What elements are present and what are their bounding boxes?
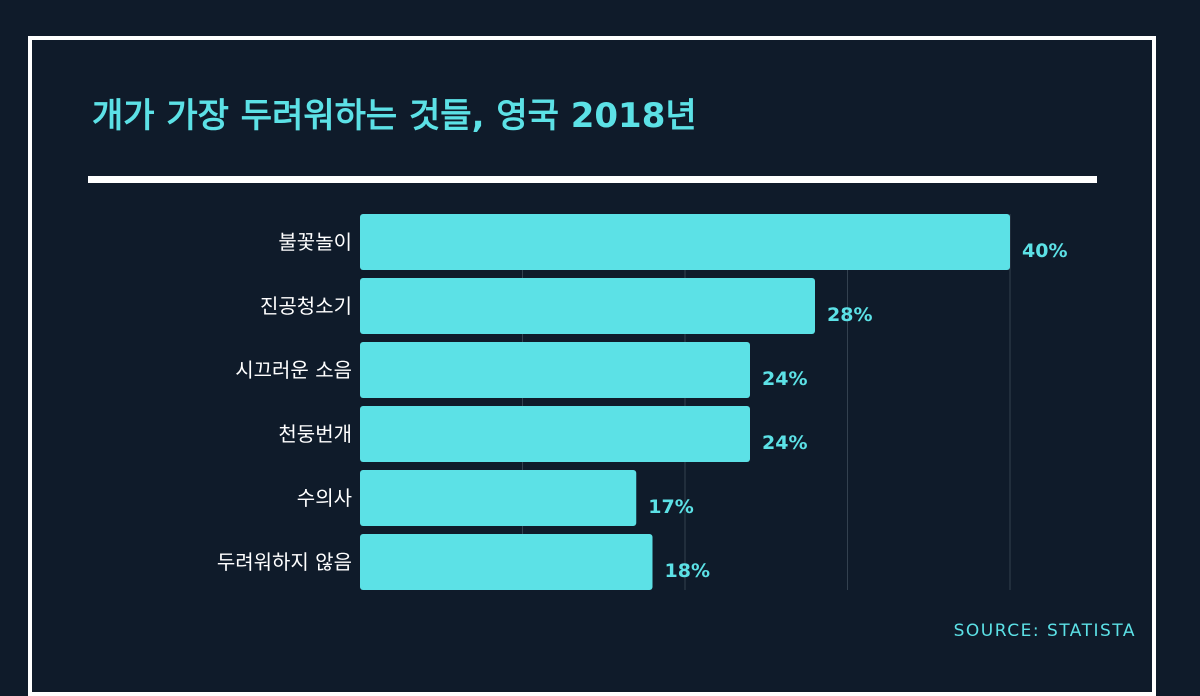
category-label-5: 두려워하지 않음 — [217, 550, 352, 574]
gridlines — [522, 214, 1011, 590]
category-label-3: 천둥번개 — [278, 422, 352, 446]
value-label-1: 28% — [827, 304, 872, 326]
category-label-2: 시끄러운 소음 — [235, 358, 352, 382]
category-label-4: 수의사 — [297, 486, 352, 510]
category-label-1: 진공청소기 — [260, 294, 352, 318]
value-labels: 40% 28% 24% 24% 17% 18% — [648, 240, 1067, 582]
chart-title: 개가 가장 두려워하는 것들, 영국 2018년 — [92, 96, 697, 136]
source-note: SOURCE: STATISTA — [953, 621, 1136, 641]
bar-1 — [360, 278, 815, 334]
value-label-0: 40% — [1022, 240, 1067, 262]
bar-3 — [360, 406, 750, 462]
value-label-4: 17% — [648, 496, 693, 518]
bars — [360, 214, 1010, 590]
bar-5 — [360, 534, 653, 590]
value-label-3: 24% — [762, 432, 807, 454]
value-label-2: 24% — [762, 368, 807, 390]
value-label-5: 18% — [665, 560, 710, 582]
category-label-0: 불꽃놀이 — [278, 230, 352, 254]
bar-2 — [360, 342, 750, 398]
title-divider — [88, 176, 1097, 183]
bar-0 — [360, 214, 1010, 270]
bar-4 — [360, 470, 637, 526]
